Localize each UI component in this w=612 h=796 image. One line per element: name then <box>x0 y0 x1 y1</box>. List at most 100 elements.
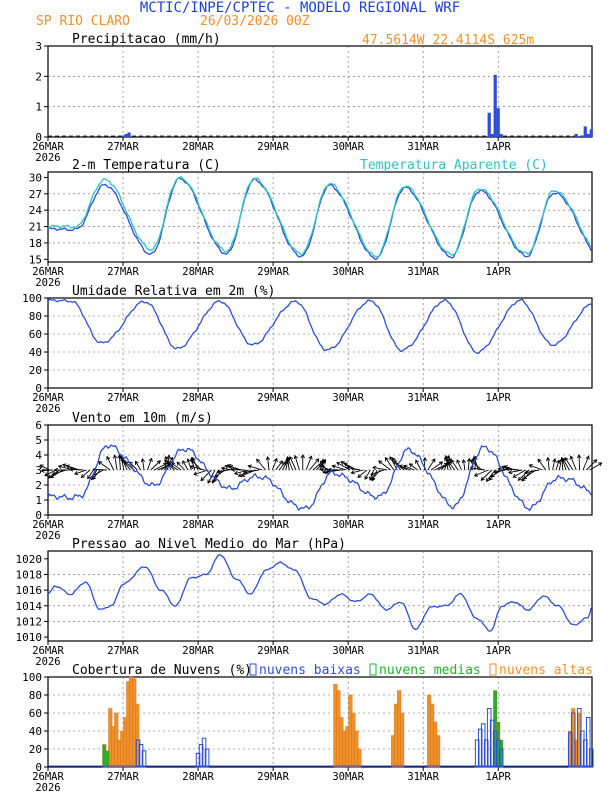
x-tick-label: 31MAR <box>407 266 439 278</box>
y-tick-label: 1 <box>35 494 42 507</box>
x-tick-label: 29MAR <box>257 392 289 404</box>
x-tick-label: 1APR <box>486 392 512 404</box>
cloud-bar-orange <box>400 713 404 767</box>
x-tick-label: 30MAR <box>332 771 364 783</box>
series-line-cyan <box>48 177 591 257</box>
y-tick-label: 6 <box>35 419 42 432</box>
panel-title: 2-m Temperatura (C) <box>72 158 221 173</box>
y-tick-label: 100 <box>22 292 42 305</box>
y-tick-label: 24 <box>29 204 43 217</box>
y-tick-label: 20 <box>29 743 42 756</box>
header-run: 26/03/2026 00Z <box>200 14 310 29</box>
x-tick-label: 31MAR <box>407 392 439 404</box>
x-tick-label: 28MAR <box>182 392 214 404</box>
y-tick-label: 27 <box>29 188 42 201</box>
x-tick-label: 1APR <box>486 266 512 278</box>
precip-bar <box>590 129 593 137</box>
y-tick-label: 2 <box>35 70 42 83</box>
y-tick-label: 100 <box>22 671 42 684</box>
panel-title: Pressao ao Nivel Medio do Mar (hPa) <box>72 537 346 552</box>
precip-bar <box>497 108 500 137</box>
x-tick-label: 30MAR <box>332 141 364 153</box>
x-tick-label: 30MAR <box>332 266 364 278</box>
precip-bar <box>584 126 587 137</box>
wind-arrow <box>99 462 111 470</box>
wind-arrow <box>276 461 283 470</box>
x-tick-label: 31MAR <box>407 645 439 657</box>
y-tick-label: 3 <box>35 40 42 53</box>
panel-title: Precipitacao (mm/h) <box>72 32 221 47</box>
legend-apparent-temp: Temperatura Aparente (C) <box>360 158 548 173</box>
y-tick-label: 15 <box>29 253 42 266</box>
x-tick-label: 29MAR <box>257 771 289 783</box>
cloud-bar-green <box>105 751 109 767</box>
x-tick-year: 2026 <box>35 782 60 792</box>
wind-arrow <box>177 462 184 470</box>
x-tick-label: 1APR <box>486 645 512 657</box>
wind-arrow <box>290 457 296 470</box>
wind-arrow <box>579 455 580 470</box>
x-tick-label: 28MAR <box>182 519 214 531</box>
slp-line <box>48 555 591 632</box>
x-tick-label: 27MAR <box>107 645 139 657</box>
panel-title: Vento em 10m (m/s) <box>72 411 213 426</box>
x-tick-label: 28MAR <box>182 771 214 783</box>
y-tick-label: 1012 <box>16 615 43 628</box>
y-tick-label: 1018 <box>16 568 43 581</box>
precip-bar <box>491 134 494 137</box>
wind-arrow <box>151 461 160 470</box>
x-tick-label: 27MAR <box>107 771 139 783</box>
x-tick-label: 28MAR <box>182 266 214 278</box>
legend-label-blue: nuvens baixas <box>259 663 361 678</box>
precip-bar <box>121 135 124 137</box>
x-tick-label: 28MAR <box>182 645 214 657</box>
y-tick-label: 60 <box>29 707 42 720</box>
y-tick-label: 1014 <box>16 600 43 613</box>
y-tick-label: 80 <box>29 689 42 702</box>
precip-bar <box>587 134 590 137</box>
x-tick-label: 31MAR <box>407 771 439 783</box>
y-tick-label: 20 <box>29 364 42 377</box>
x-tick-year: 2026 <box>35 656 60 668</box>
x-tick-label: 1APR <box>486 519 512 531</box>
x-tick-label: 27MAR <box>107 392 139 404</box>
panel-title: Umidade Relativa em 2m (%) <box>72 284 276 299</box>
y-tick-label: 1010 <box>16 631 43 644</box>
x-tick-label: 30MAR <box>332 519 364 531</box>
cloud-bar-orange <box>436 736 440 768</box>
x-tick-year: 2026 <box>35 530 60 542</box>
precip-bar <box>500 134 503 137</box>
x-tick-label: 28MAR <box>182 141 214 153</box>
x-tick-year: 2026 <box>35 403 60 415</box>
x-tick-label: 29MAR <box>257 645 289 657</box>
precip-bar <box>494 75 497 137</box>
legend-label-green: nuvens medias <box>379 663 481 678</box>
x-tick-label: 29MAR <box>257 141 289 153</box>
x-tick-label: 29MAR <box>257 519 289 531</box>
header-station: SP RIO CLARO <box>36 14 130 29</box>
x-tick-label: 29MAR <box>257 266 289 278</box>
x-tick-label: 30MAR <box>332 392 364 404</box>
panel-frame <box>48 46 592 137</box>
x-tick-label: 27MAR <box>107 519 139 531</box>
y-tick-label: 1 <box>35 101 42 114</box>
precip-bar <box>581 135 584 137</box>
legend-label-orange: nuvens altas <box>499 663 593 678</box>
x-tick-label: 30MAR <box>332 645 364 657</box>
precip-bar <box>488 113 491 137</box>
y-tick-label: 2 <box>35 479 42 492</box>
x-tick-label: 1APR <box>486 141 512 153</box>
panel-title: Cobertura de Nuvens (%) <box>72 663 252 678</box>
x-tick-label: 27MAR <box>107 141 139 153</box>
cloud-bar-orange <box>358 749 362 767</box>
y-tick-label: 18 <box>29 237 42 250</box>
precip-bar <box>127 132 130 137</box>
y-tick-label: 21 <box>29 221 42 234</box>
x-tick-label: 1APR <box>486 771 512 783</box>
y-tick-label: 1020 <box>16 553 43 566</box>
